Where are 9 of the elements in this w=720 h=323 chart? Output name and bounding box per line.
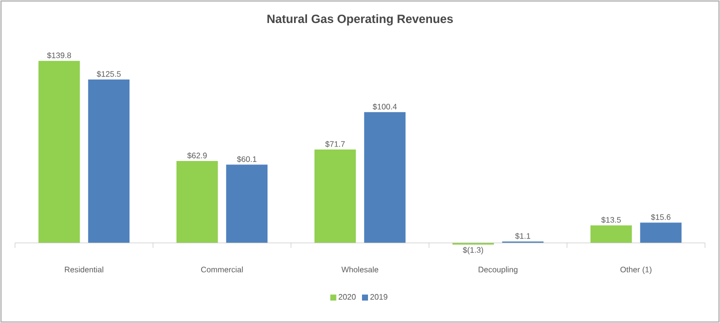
bar xyxy=(176,161,218,243)
bar xyxy=(38,60,80,243)
bar xyxy=(640,222,682,243)
chart-title: Natural Gas Operating Revenues xyxy=(267,14,453,26)
bar xyxy=(314,150,356,243)
bar xyxy=(88,79,130,243)
bar xyxy=(364,112,406,243)
bar xyxy=(590,225,632,243)
bar xyxy=(226,164,268,243)
